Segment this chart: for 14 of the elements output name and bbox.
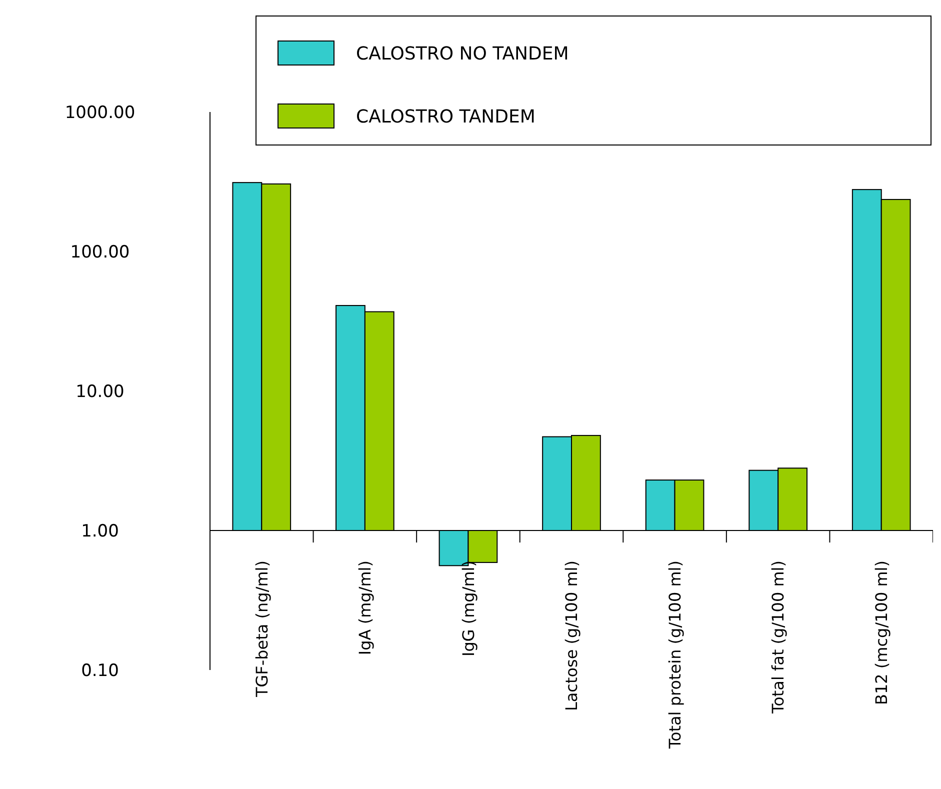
y-tick-label: 0.10 xyxy=(81,660,119,681)
y-tick-label: 10.00 xyxy=(76,382,124,402)
x-tick-label: IgG (mg/ml) xyxy=(458,560,478,657)
x-tick-label: B12 (mcg/100 ml) xyxy=(872,560,891,705)
legend-label: CALOSTRO NO TANDEM xyxy=(356,43,569,64)
x-tick-label: IgA (mg/ml) xyxy=(356,560,375,656)
x-tick-label: Lactose (g/100 ml) xyxy=(562,560,582,712)
x-tick-label: Total fat (g/100 ml) xyxy=(768,560,788,714)
y-tick-label: 100.00 xyxy=(70,242,130,262)
legend-label: CALOSTRO TANDEM xyxy=(356,106,536,128)
x-tick-label: TGF-beta (ng/ml) xyxy=(252,560,272,698)
y-tick-label: 1000.00 xyxy=(64,102,136,123)
x-tick-label: Total protein (g/100 ml) xyxy=(665,560,684,750)
y-tick-label: 1.00 xyxy=(81,521,119,542)
